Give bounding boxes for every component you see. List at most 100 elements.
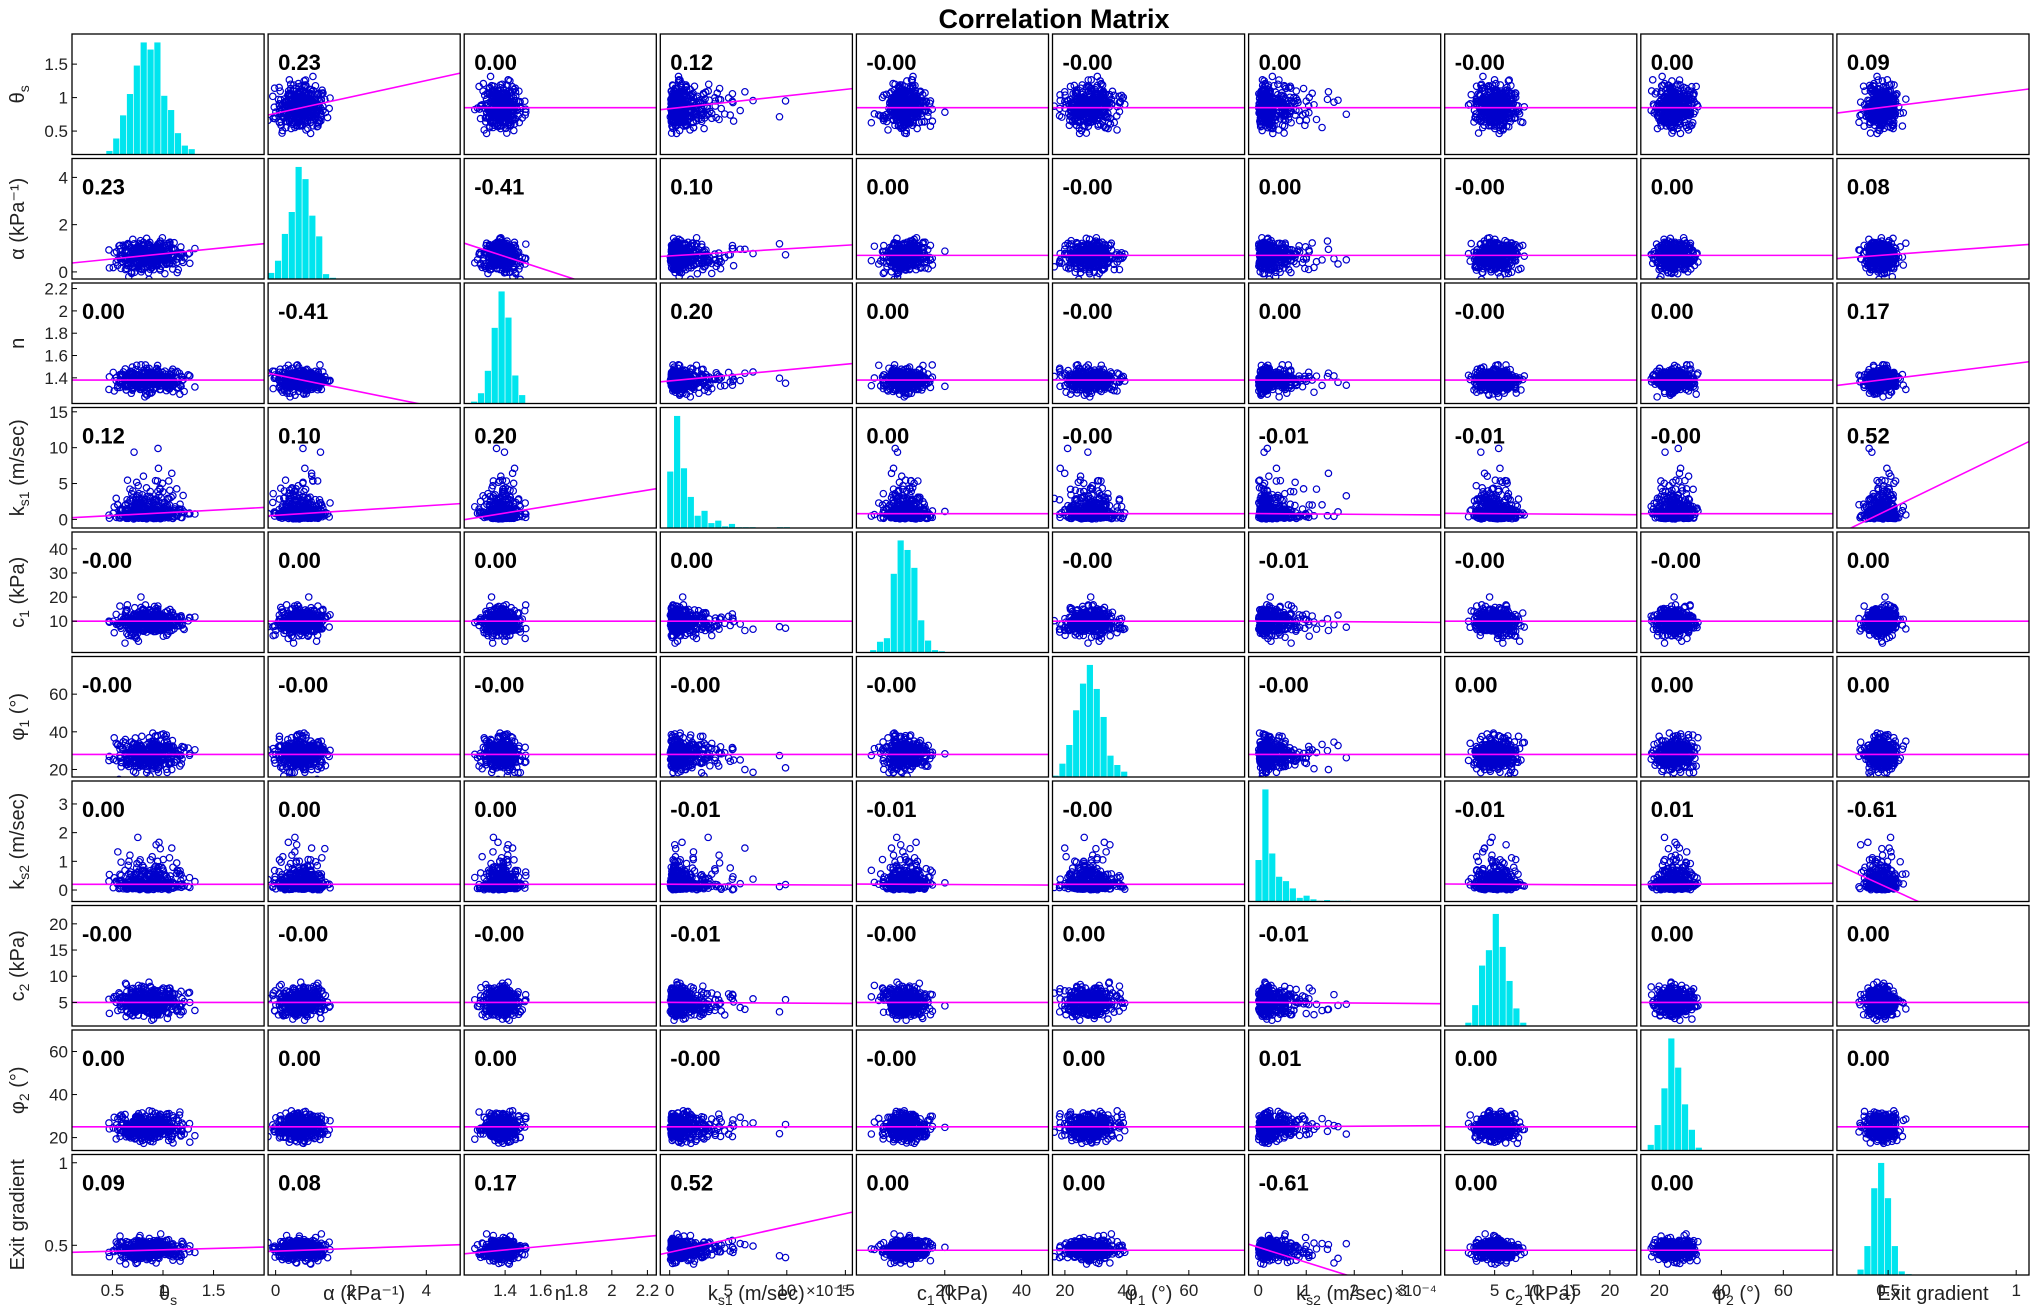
data-point <box>1275 81 1281 87</box>
data-point <box>271 85 277 91</box>
data-point <box>1856 119 1862 125</box>
histogram-bar <box>189 149 195 154</box>
data-point <box>709 270 715 276</box>
data-point <box>1300 85 1306 91</box>
correlation-label: 0.00 <box>1651 50 1694 75</box>
histogram-bar <box>175 133 181 154</box>
data-point <box>1325 89 1331 95</box>
data-point <box>106 247 112 253</box>
panel-r0-c9: 0.09 <box>1837 34 2029 155</box>
data-point <box>881 242 887 248</box>
histogram-bar <box>168 110 174 154</box>
histogram-bar <box>268 273 274 279</box>
data-point <box>706 81 712 87</box>
panel-plot-area <box>464 235 656 306</box>
data-point <box>737 107 743 113</box>
histogram-bar <box>309 216 315 279</box>
data-point <box>1475 130 1481 136</box>
histogram-bar <box>113 138 119 154</box>
histogram-bar <box>141 42 147 154</box>
panel-r0-c7: -0.00 <box>1445 34 1637 155</box>
data-point <box>776 114 782 120</box>
panel-plot-area <box>268 167 336 279</box>
data-point <box>1276 77 1282 83</box>
data-point <box>1324 96 1330 102</box>
panel-r0-c3: 0.12 <box>660 34 852 155</box>
panel-plot-area <box>464 73 656 136</box>
data-point <box>730 118 736 124</box>
panel-plot-area <box>1641 73 1833 136</box>
histogram-bar <box>147 50 153 155</box>
data-point <box>1343 111 1349 117</box>
panel-r0-c0: 0.511.5 <box>44 34 264 155</box>
panel-plot-area <box>1045 73 1244 136</box>
correlation-label: 0.00 <box>474 50 517 75</box>
panel-plot-area <box>72 235 264 283</box>
data-point <box>871 243 877 249</box>
data-point <box>1903 96 1909 102</box>
panel-plot-area <box>1249 73 1499 136</box>
panel-plot-area <box>261 73 461 136</box>
data-point <box>885 127 891 133</box>
panel-r0-c4: -0.00 <box>856 34 1048 155</box>
data-point <box>326 105 332 111</box>
y-tick-label: 1 <box>59 89 68 108</box>
data-point <box>914 125 920 131</box>
data-point <box>511 127 517 133</box>
correlation-label: 0.09 <box>1847 50 1890 75</box>
correlation-label: 0.23 <box>278 50 321 75</box>
histogram-bar <box>323 274 329 279</box>
panel-plot-area <box>856 235 1048 283</box>
histogram-bar <box>289 212 295 279</box>
data-point <box>776 241 782 247</box>
data-point <box>187 260 193 266</box>
y-tick-label: 1.5 <box>44 55 68 74</box>
data-point <box>1650 77 1656 83</box>
histogram-bar <box>182 146 188 155</box>
panel-r1-c3: 0.10 <box>660 159 852 283</box>
data-point <box>750 97 756 103</box>
histogram-bar <box>161 96 167 155</box>
correlation-label: 0.12 <box>670 50 713 75</box>
data-point <box>782 98 788 104</box>
correlation-label: 0.10 <box>670 175 713 200</box>
panel-r0-c5: -0.00 <box>1045 34 1244 155</box>
data-point <box>1899 123 1905 129</box>
panel-plot-area <box>1837 73 2029 136</box>
correlation-label: 0.23 <box>82 175 125 200</box>
panel-r0-c8: 0.00 <box>1641 34 1833 155</box>
panel-plot-area <box>106 42 195 154</box>
y-tick-label: 4 <box>59 168 68 187</box>
data-point <box>742 89 748 95</box>
data-point <box>523 241 529 247</box>
histogram-bar <box>316 236 322 279</box>
data-point <box>1114 127 1120 133</box>
panel-plot-area <box>660 235 852 283</box>
chart-title: Correlation Matrix <box>938 4 1169 34</box>
correlation-label: -0.00 <box>1455 50 1505 75</box>
correlation-label: -0.00 <box>866 50 916 75</box>
regression-line <box>464 243 656 306</box>
histogram-bar <box>296 167 302 279</box>
panel-r0-c1: 0.23 <box>261 34 461 155</box>
panel-plot-area <box>856 73 1048 136</box>
panel-r0-c2: 0.00 <box>464 34 656 155</box>
data-point <box>1296 117 1302 123</box>
data-point <box>130 236 136 242</box>
data-point <box>1293 88 1299 94</box>
panel-r1-c1 <box>268 159 460 280</box>
data-point <box>1313 116 1319 122</box>
histogram-bar <box>134 66 140 155</box>
data-point <box>942 109 948 115</box>
panel-r1-c4: 0.00 <box>856 159 1048 283</box>
data-point <box>729 91 735 97</box>
data-point <box>868 120 874 126</box>
histogram-bar <box>120 115 126 154</box>
data-point <box>706 97 712 103</box>
data-point <box>942 248 948 254</box>
data-point <box>701 125 707 131</box>
